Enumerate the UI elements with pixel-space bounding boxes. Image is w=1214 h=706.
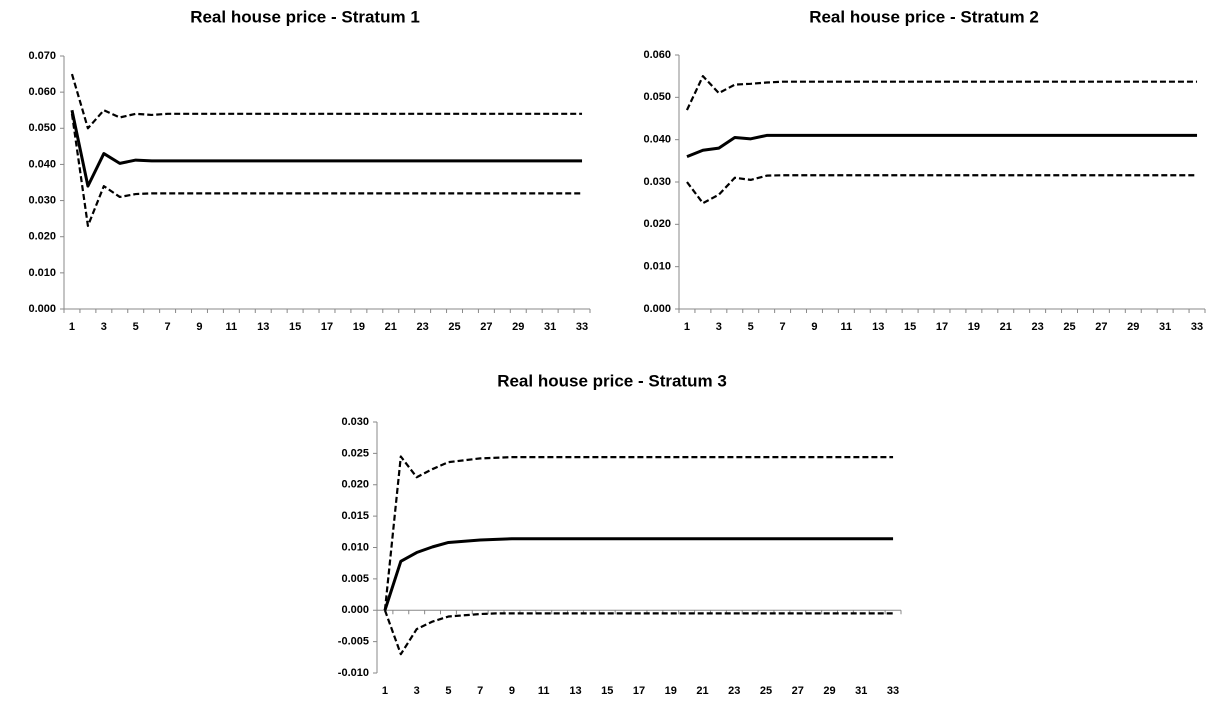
- x-tick-label: 5: [445, 685, 451, 697]
- x-tick-label: 15: [289, 321, 301, 333]
- confidence-line: [70, 73, 583, 130]
- x-tick-label: 31: [1159, 321, 1171, 333]
- y-tick-label: -0.010: [338, 667, 369, 679]
- x-tick-label: 9: [811, 321, 817, 333]
- y-tick-label: 0.050: [28, 122, 56, 134]
- x-tick-label: 3: [414, 685, 420, 697]
- y-tick-label: 0.020: [28, 231, 56, 243]
- x-tick-label: 19: [665, 685, 677, 697]
- x-tick-label: 13: [569, 685, 581, 697]
- x-tick-label: 5: [748, 321, 754, 333]
- x-tick-label: 23: [728, 685, 740, 697]
- x-tick-label: 23: [417, 321, 429, 333]
- x-tick-label: 17: [321, 321, 333, 333]
- x-tick-label: 33: [887, 685, 899, 697]
- y-tick-label: 0.025: [341, 447, 369, 459]
- y-tick-label: 0.015: [341, 510, 369, 522]
- x-tick-label: 29: [512, 321, 524, 333]
- confidence-line: [383, 455, 894, 611]
- x-tick-label: 7: [477, 685, 483, 697]
- x-tick-label: 25: [1063, 321, 1075, 333]
- x-tick-label: 27: [1095, 321, 1107, 333]
- x-tick-label: 1: [382, 685, 388, 697]
- response-line: [383, 537, 894, 611]
- x-tick-label: 19: [353, 321, 365, 333]
- x-tick-label: 9: [196, 321, 202, 333]
- y-tick-label: 0.050: [643, 91, 671, 103]
- confidence-line: [383, 609, 894, 656]
- x-tick-label: 7: [780, 321, 786, 333]
- x-tick-label: 7: [165, 321, 171, 333]
- x-tick-label: 1: [684, 321, 690, 333]
- y-tick-label: 0.010: [341, 541, 369, 553]
- x-tick-label: 29: [823, 685, 835, 697]
- confidence-line: [70, 113, 583, 227]
- x-tick-label: 27: [480, 321, 492, 333]
- confidence-line: [686, 174, 1198, 205]
- chart-title: Real house price - Stratum 3: [497, 371, 727, 390]
- y-tick-label: 0.060: [643, 49, 671, 61]
- y-tick-label: 0.000: [28, 303, 56, 315]
- y-tick-label: 0.000: [341, 604, 369, 616]
- y-tick-label: 0.010: [643, 261, 671, 273]
- response-line: [70, 109, 583, 188]
- x-tick-label: 27: [792, 685, 804, 697]
- chart-title: Real house price - Stratum 1: [190, 7, 420, 26]
- x-tick-label: 17: [936, 321, 948, 333]
- x-tick-label: 17: [633, 685, 645, 697]
- x-tick-label: 13: [257, 321, 269, 333]
- x-tick-label: 3: [101, 321, 107, 333]
- y-tick-label: 0.005: [341, 573, 369, 585]
- x-tick-label: 11: [226, 321, 238, 333]
- x-tick-label: 3: [716, 321, 722, 333]
- y-tick-label: 0.010: [28, 267, 56, 279]
- x-tick-label: 25: [448, 321, 460, 333]
- y-tick-label: 0.060: [28, 86, 56, 98]
- x-tick-label: 31: [544, 321, 556, 333]
- x-tick-label: 1: [69, 321, 75, 333]
- x-tick-label: 9: [509, 685, 515, 697]
- y-tick-label: 0.040: [28, 158, 56, 170]
- response-line: [686, 133, 1198, 158]
- x-tick-label: 11: [841, 321, 853, 333]
- x-tick-label: 15: [904, 321, 916, 333]
- x-tick-label: 15: [601, 685, 613, 697]
- x-tick-label: 21: [696, 685, 708, 697]
- y-tick-label: 0.000: [643, 303, 671, 315]
- y-tick-label: -0.005: [338, 636, 369, 648]
- x-tick-label: 11: [538, 685, 550, 697]
- x-tick-label: 19: [968, 321, 980, 333]
- x-tick-label: 5: [133, 321, 139, 333]
- chart-title: Real house price - Stratum 2: [809, 7, 1039, 26]
- y-tick-label: 0.070: [28, 50, 56, 62]
- x-tick-label: 23: [1032, 321, 1044, 333]
- x-tick-label: 13: [872, 321, 884, 333]
- y-tick-label: 0.030: [341, 416, 369, 428]
- y-tick-label: 0.020: [643, 218, 671, 230]
- y-tick-label: 0.020: [341, 479, 369, 491]
- y-tick-label: 0.030: [28, 194, 56, 206]
- y-tick-label: 0.040: [643, 134, 671, 146]
- y-tick-label: 0.030: [643, 176, 671, 188]
- confidence-line: [685, 75, 1198, 111]
- x-tick-label: 33: [576, 321, 588, 333]
- x-tick-label: 31: [855, 685, 867, 697]
- x-tick-label: 21: [1000, 321, 1012, 333]
- x-tick-label: 29: [1127, 321, 1139, 333]
- x-tick-label: 25: [760, 685, 772, 697]
- x-tick-label: 33: [1191, 321, 1203, 333]
- x-tick-label: 21: [385, 321, 397, 333]
